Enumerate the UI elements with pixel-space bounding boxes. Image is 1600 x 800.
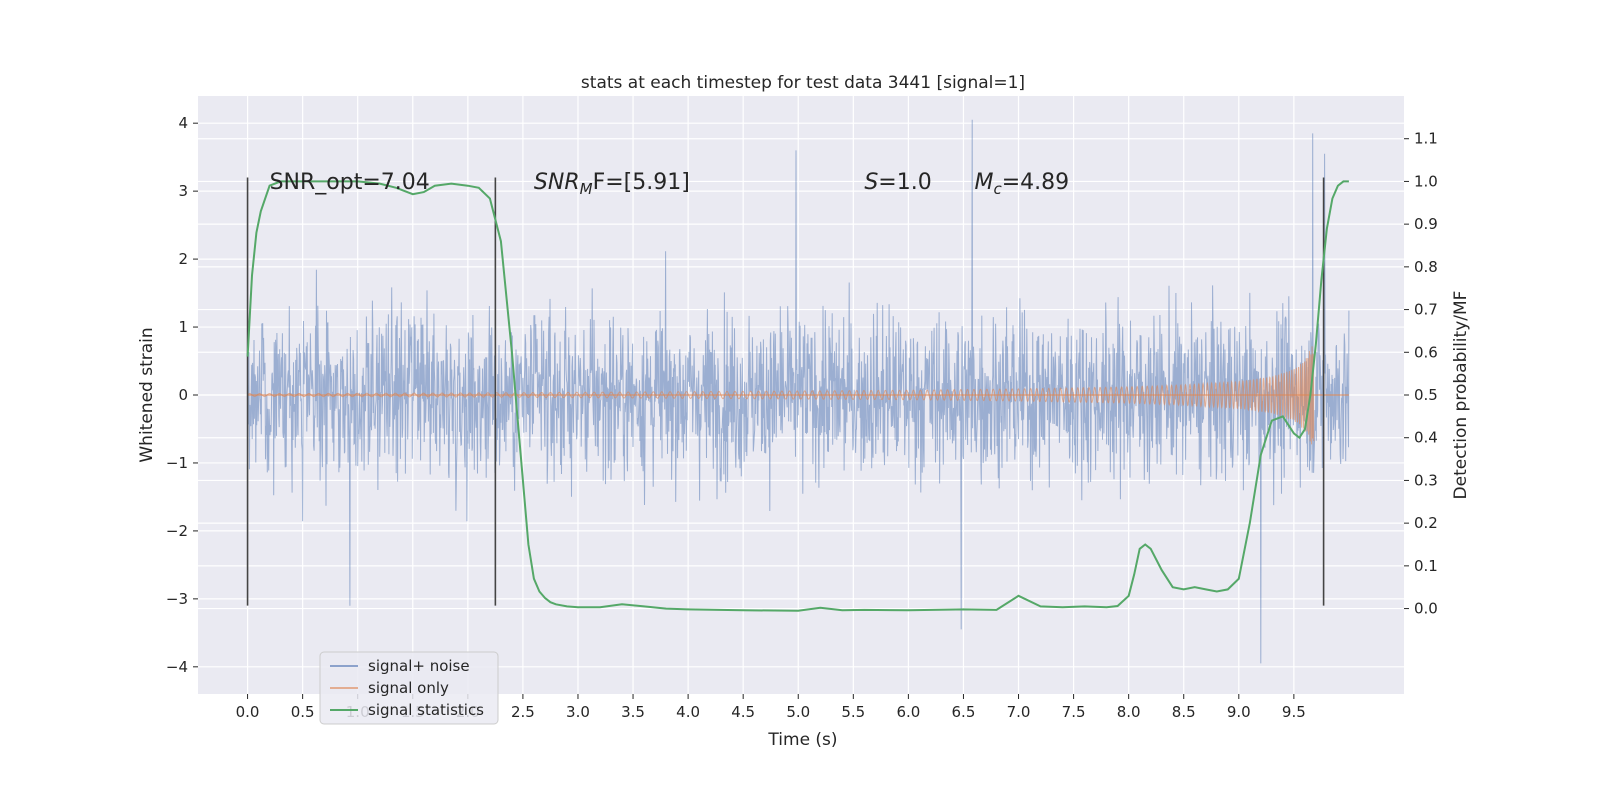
annotations: SNR_opt=7.04 SNRMF=[5.91] S=1.0 Mc=4.89 <box>270 170 1070 198</box>
vertical-markers <box>246 177 1325 606</box>
x-tick-label: 4.0 <box>676 703 700 721</box>
y-tick-label-right: 1.1 <box>1414 130 1438 148</box>
series-signal-plus-noise <box>247 119 1350 664</box>
x-tick-label: 5.0 <box>786 703 810 721</box>
y-tick-label-right: 0.7 <box>1414 301 1438 319</box>
signal-only-line <box>247 346 1315 445</box>
series-signal-statistics <box>246 180 1349 612</box>
chart-title: stats at each timestep for test data 344… <box>581 73 1025 93</box>
y-tick-label-left: 4 <box>178 114 188 132</box>
y-axis-label-left: Whitened strain <box>137 327 157 462</box>
legend-label: signal only <box>368 679 449 697</box>
y-tick-label-right: 0.3 <box>1414 471 1438 489</box>
y-tick-label-left: 3 <box>178 182 188 200</box>
y-axis-label-right: Detection probability/MF <box>1451 291 1471 500</box>
annotation-3: S=1.0 <box>864 170 931 195</box>
x-tick-label: 0.5 <box>291 703 315 721</box>
signal-statistics-line <box>246 180 1349 612</box>
y-tick-label-right: 0.9 <box>1414 215 1438 233</box>
legend: signal+ noise signal only signal statistic… <box>319 651 499 725</box>
y-tick-label-right: 0.1 <box>1414 557 1438 575</box>
y-tick-label-right: 0.2 <box>1414 514 1438 532</box>
legend-label: signal statistics <box>368 701 484 719</box>
annotation-1: SNR_opt=7.04 <box>270 170 430 195</box>
y-tick-label-right: 0.0 <box>1414 600 1438 618</box>
y-tick-label-right: 0.4 <box>1414 429 1438 447</box>
x-tick-label: 7.5 <box>1062 703 1086 721</box>
x-tick-label: 7.0 <box>1007 703 1031 721</box>
x-tick-label: 3.0 <box>566 703 590 721</box>
y-tick-label-left: 1 <box>178 318 188 336</box>
y-tick-label-right: 0.8 <box>1414 258 1438 276</box>
x-tick-label: 3.5 <box>621 703 645 721</box>
y-tick-label-left: 0 <box>178 386 188 404</box>
legend-label: signal+ noise <box>368 657 470 675</box>
y-tick-label-right: 0.6 <box>1414 343 1438 361</box>
y-tick-label-left: −4 <box>166 658 188 676</box>
legend-box <box>319 651 499 725</box>
y-tick-label-left: −3 <box>166 590 188 608</box>
x-tick-label: 2.5 <box>511 703 535 721</box>
x-tick-label: 4.5 <box>731 703 755 721</box>
x-tick-label: 8.0 <box>1117 703 1141 721</box>
x-tick-label: 0.0 <box>236 703 260 721</box>
y-tick-label-right: 0.5 <box>1414 386 1438 404</box>
y-tick-label-right: 1.0 <box>1414 172 1438 190</box>
x-tick-label: 9.5 <box>1282 703 1306 721</box>
x-tick-label: 6.0 <box>896 703 920 721</box>
y-tick-label-left: −1 <box>166 454 188 472</box>
x-tick-label: 5.5 <box>841 703 865 721</box>
x-tick-label: 8.5 <box>1172 703 1196 721</box>
x-axis-label: Time (s) <box>767 730 837 750</box>
y-tick-label-left: 2 <box>178 250 188 268</box>
series-signal-only <box>247 346 1349 445</box>
y-tick-label-left: −2 <box>166 522 188 540</box>
signal-plus-noise-line <box>247 119 1350 664</box>
annotation-4: Mc=4.89 <box>974 170 1069 198</box>
tick-labels: 0.00.51.01.52.02.53.03.54.04.55.05.56.06… <box>166 114 1438 721</box>
x-tick-label: 6.5 <box>952 703 976 721</box>
annotation-2: SNRMF=[5.91] <box>534 170 690 198</box>
x-tick-label: 9.0 <box>1227 703 1251 721</box>
